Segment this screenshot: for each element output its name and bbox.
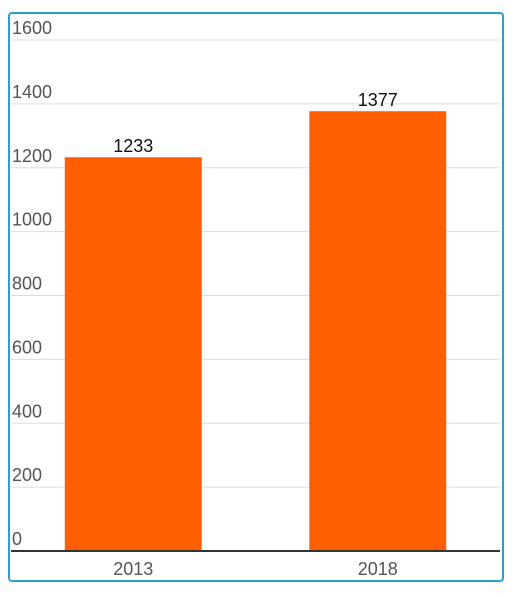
y-tick-label: 1400	[12, 82, 52, 102]
x-tick-label: 2018	[358, 559, 398, 579]
y-tick-label: 600	[12, 337, 42, 357]
y-tick-label: 0	[12, 529, 22, 549]
data-label-2013: 1233	[113, 136, 153, 156]
y-tick-label: 800	[12, 274, 42, 294]
y-tick-label: 400	[12, 401, 42, 421]
x-tick-label: 2013	[113, 559, 153, 579]
bar-2013	[64, 157, 202, 551]
y-tick-label: 200	[12, 465, 42, 485]
data-label-2018: 1377	[358, 90, 398, 110]
y-tick-label: 1600	[12, 18, 52, 38]
bars	[64, 111, 447, 551]
data-labels: 1233 1377	[113, 90, 398, 156]
y-axis-ticks: 0 200 400 600 800 1000 1200 1400 1600	[12, 18, 52, 549]
y-tick-label: 1000	[12, 210, 52, 230]
x-axis-ticks: 2013 2018	[113, 559, 398, 579]
bar-2018	[309, 111, 447, 551]
y-tick-label: 1200	[12, 146, 52, 166]
